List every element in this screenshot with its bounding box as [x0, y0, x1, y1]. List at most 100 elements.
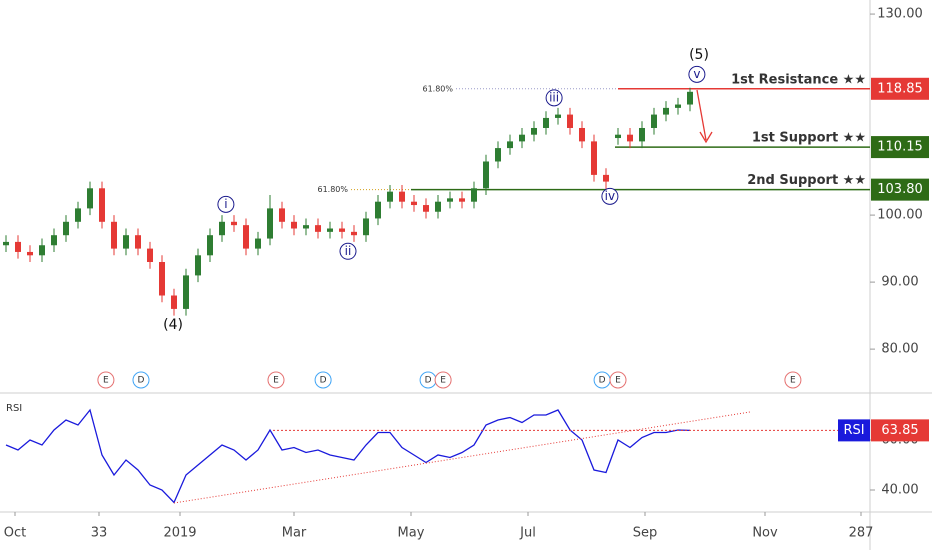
x-tick-label: 33 [91, 526, 108, 541]
x-tick-label: Nov [752, 526, 778, 541]
wave-circle [217, 195, 235, 213]
candle-body [243, 225, 249, 249]
x-tick-label: Jul [519, 526, 536, 541]
candle-body [159, 262, 165, 296]
y-tick-label: 90.00 [881, 275, 918, 290]
event-marker [267, 371, 285, 389]
candle-body [351, 231, 357, 236]
candle-body [39, 245, 45, 256]
y-tick-label: 80.00 [881, 342, 918, 357]
event-marker [784, 371, 802, 389]
candle-body [123, 235, 129, 249]
level-price-box [871, 77, 929, 100]
event-label: D [425, 376, 432, 386]
candle-body [627, 134, 633, 142]
wave-circle [601, 187, 619, 205]
candle-body [387, 191, 393, 202]
candle-body [75, 208, 81, 222]
x-tick-label: Sep [633, 526, 658, 541]
x-tick-label: Oct [4, 526, 26, 541]
level-price-label: 118.85 [877, 81, 923, 96]
candle-body [219, 221, 225, 236]
candle-body [531, 127, 537, 135]
event-marker [97, 371, 115, 389]
candle-body [183, 275, 189, 309]
candle-body [171, 295, 177, 309]
candle-body [195, 255, 201, 276]
candle-body [615, 134, 621, 139]
candle-body [495, 148, 501, 162]
level-price-box [871, 136, 929, 159]
event-label: E [615, 376, 621, 386]
wave-label: v [693, 67, 700, 81]
rsi-value-box [871, 419, 929, 442]
candle-body [519, 134, 525, 142]
candle-body [207, 235, 213, 256]
wave-label: ii [345, 244, 352, 258]
candle-body [363, 218, 369, 236]
wave-circle [688, 65, 706, 83]
candle-body [579, 127, 585, 142]
x-tick-label: Mar [282, 526, 307, 541]
wave-label: (4) [163, 317, 183, 333]
candle-body [99, 188, 105, 222]
candle-body [447, 198, 453, 202]
candle-body [27, 251, 33, 256]
y-tick-label: 100.00 [877, 208, 923, 223]
candle-body [399, 191, 405, 202]
event-label: E [103, 376, 109, 386]
candle-body [651, 114, 657, 128]
candle-body [459, 198, 465, 202]
rsi-trendline [173, 411, 751, 504]
candle-body [315, 225, 321, 232]
event-label: E [273, 376, 279, 386]
candle-body [435, 201, 441, 212]
candle-body [291, 221, 297, 229]
event-label: E [440, 376, 446, 386]
x-tick-label: 287 [849, 526, 874, 541]
wave-label: (5) [689, 47, 709, 63]
candle-body [507, 141, 513, 149]
level-label: 2nd Support ★★ [747, 173, 866, 188]
candle-body [87, 188, 93, 209]
event-marker [132, 371, 150, 389]
level-label: 1st Support ★★ [752, 131, 866, 146]
fib-label: 61.80% [422, 84, 453, 93]
rsi-name-label: RSI [843, 423, 864, 438]
candle-body [639, 127, 645, 142]
candle-body [411, 201, 417, 206]
candle-body [147, 248, 153, 263]
rsi-value-label: 63.85 [881, 423, 918, 438]
wave-circle [545, 89, 563, 107]
event-label: D [599, 376, 606, 386]
rsi-line [5, 408, 691, 504]
level-label: 1st Resistance ★★ [731, 72, 866, 87]
rsi-name-box [838, 419, 870, 442]
event-marker [314, 371, 332, 389]
y-tick-label: 130.00 [877, 7, 923, 22]
candle-body [687, 91, 693, 105]
wave-label: iii [549, 90, 559, 104]
candle-body [603, 174, 609, 182]
wave-label: i [224, 197, 227, 211]
level-price-label: 103.80 [877, 182, 923, 197]
level-price-box [871, 178, 929, 201]
candle-body [543, 117, 549, 128]
candle-body [135, 235, 141, 249]
candle-body [339, 228, 345, 232]
candle-body [555, 114, 561, 118]
candle-body [471, 188, 477, 202]
candle-body [303, 225, 309, 229]
event-label: D [138, 376, 145, 386]
candle-body [255, 238, 261, 249]
event-label: E [790, 376, 796, 386]
candle-body [663, 107, 669, 115]
candle-body [3, 241, 9, 246]
candle-body [231, 221, 237, 226]
candle-body [51, 235, 57, 246]
x-tick-label: May [398, 526, 425, 541]
event-marker [609, 371, 627, 389]
candle-body [267, 208, 273, 239]
candle-body [279, 208, 285, 222]
